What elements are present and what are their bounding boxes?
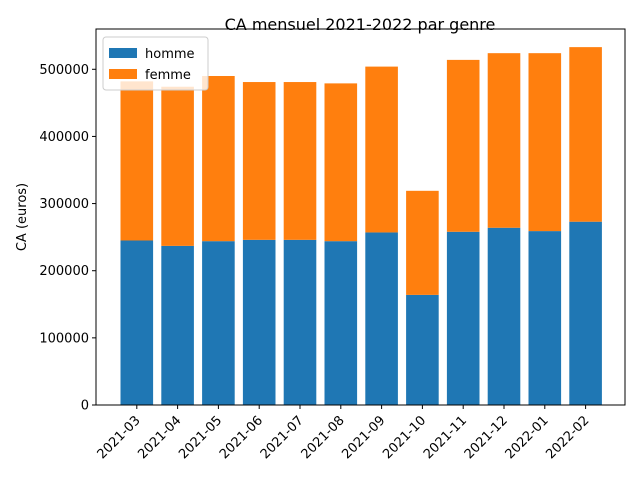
- x-tick-label: 2021-12: [462, 413, 511, 462]
- legend-swatch-homme: [109, 48, 137, 58]
- x-tick-label: 2021-03: [95, 413, 144, 462]
- x-tick-label: 2021-05: [176, 413, 225, 462]
- y-tick-label: 300000: [39, 197, 89, 212]
- x-tick-label: 2021-10: [380, 413, 429, 462]
- y-axis-label: CA (euros): [15, 183, 30, 251]
- bar-homme-2021-07: [283, 239, 317, 405]
- x-tick-label: 2021-09: [339, 413, 388, 462]
- bar-homme-2021-03: [120, 240, 154, 405]
- bar-homme-2022-01: [528, 231, 562, 405]
- y-axis: 0 100000 200000 300000 400000 500000: [39, 63, 96, 414]
- bar-femme-2021-09: [365, 66, 398, 233]
- bar-femme-2022-01: [528, 53, 562, 232]
- bar-femme-2021-12: [487, 53, 521, 228]
- y-tick-label: 400000: [39, 130, 89, 145]
- bar-homme-2022-02: [569, 221, 602, 405]
- x-tick-label: 2021-11: [421, 413, 470, 462]
- chart-title: CA mensuel 2021-2022 par genre: [225, 15, 496, 34]
- bar-femme-2021-10: [406, 190, 439, 295]
- bar-femme-2021-08: [324, 83, 358, 242]
- bar-homme-2021-12: [487, 227, 521, 405]
- x-tick-label: 2021-07: [258, 413, 307, 462]
- legend-swatch-femme: [109, 69, 137, 79]
- y-tick-label: 0: [81, 399, 89, 414]
- plot-frame: [95, 28, 626, 406]
- x-tick-label: 2021-06: [217, 413, 266, 462]
- bar-femme-2021-04: [161, 86, 194, 246]
- bar-homme-2021-09: [365, 232, 398, 405]
- x-tick-label: 2021-04: [135, 413, 184, 462]
- bar-homme-2021-06: [242, 239, 276, 405]
- bar-femme-2021-03: [120, 81, 154, 241]
- legend: homme femme: [102, 36, 209, 91]
- y-tick-label: 200000: [39, 264, 89, 279]
- bar-femme-2021-06: [242, 82, 276, 240]
- bar-femme-2022-02: [569, 47, 602, 222]
- bar-femme-2021-11: [446, 59, 480, 232]
- bar-femme-2021-05: [202, 76, 235, 242]
- x-tick-label: 2022-02: [543, 413, 592, 462]
- y-tick-label: 100000: [39, 331, 89, 346]
- x-tick-label: 2022-01: [503, 413, 552, 462]
- bar-femme-2021-07: [283, 82, 317, 240]
- bar-homme-2021-11: [446, 231, 480, 405]
- bar-homme-2021-04: [161, 245, 194, 405]
- legend-label-homme: homme: [145, 47, 195, 62]
- bar-homme-2021-08: [324, 241, 358, 405]
- bar-homme-2021-05: [202, 241, 235, 405]
- bar-homme-2021-10: [406, 294, 439, 405]
- bars-group: [120, 47, 602, 405]
- x-axis: 2021-032021-042021-052021-062021-072021-…: [95, 405, 592, 462]
- y-tick-label: 500000: [39, 63, 89, 78]
- legend-label-femme: femme: [145, 68, 191, 83]
- x-tick-label: 2021-08: [299, 413, 348, 462]
